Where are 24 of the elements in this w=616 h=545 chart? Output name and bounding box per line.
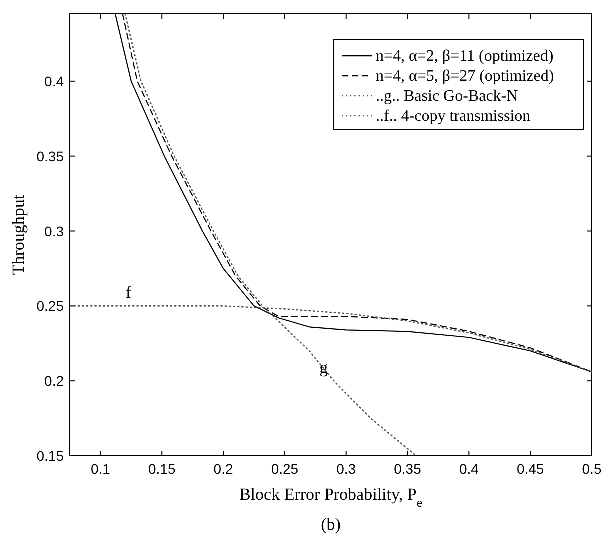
y-tick-label: 0.4 [44, 73, 64, 90]
legend-label: n=4, α=5, β=27 (optimized) [376, 68, 554, 85]
x-tick-label: 0.15 [148, 461, 176, 477]
y-tick-label: 0.15 [36, 448, 64, 464]
y-tick-label: 0.2 [44, 373, 64, 390]
x-tick-label: 0.1 [90, 461, 111, 477]
x-tick-label: 0.35 [394, 461, 422, 477]
x-tick-label: 0.25 [271, 461, 299, 477]
legend-label: ..g.. Basic Go-Back-N [376, 88, 519, 105]
annotation: f [126, 283, 132, 302]
legend-label: n=4, α=2, β=11 (optimized) [376, 48, 554, 65]
x-axis-title: Block Error Probability, P$_{e}$ [239, 485, 423, 510]
x-tick-label: 0.3 [336, 461, 356, 477]
annotation: g [320, 358, 329, 378]
legend-label: ..f.. 4-copy transmission [376, 108, 531, 125]
text: (b) [321, 515, 341, 534]
x-tick-label: 0.5 [582, 461, 602, 477]
x-tick-label: 0.4 [459, 461, 480, 477]
y-axis-title: Throughput [9, 194, 28, 276]
x-tick-label: 0.2 [214, 461, 234, 477]
y-tick-label: 0.35 [36, 148, 64, 164]
y-tick-label: 0.25 [36, 298, 64, 314]
x-tick-label: 0.45 [516, 461, 544, 477]
y-tick-label: 0.3 [44, 223, 64, 240]
